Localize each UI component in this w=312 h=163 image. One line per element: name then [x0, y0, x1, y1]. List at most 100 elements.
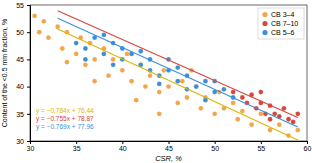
plot-frame: [30, 5, 307, 141]
point: [157, 111, 162, 116]
y-tick-label: 30: [16, 138, 24, 145]
point: [295, 111, 300, 116]
x-tick-label: 60: [304, 145, 312, 152]
x-axis-line: [31, 142, 308, 145]
point: [111, 62, 116, 67]
x-tick: 55: [257, 141, 265, 152]
point: [231, 90, 236, 95]
point-series: [74, 33, 236, 103]
y-tick-mark: [27, 141, 30, 142]
point: [41, 19, 46, 24]
point: [231, 101, 236, 106]
point: [120, 68, 125, 73]
equation: y = −0.769x + 77.96: [36, 123, 94, 131]
point: [129, 79, 134, 84]
x-tick-mark: [307, 141, 308, 144]
x-tick-label: 35: [73, 145, 81, 152]
point: [212, 111, 217, 116]
legend-label: CB 7–10: [271, 20, 298, 27]
point: [101, 33, 106, 38]
x-axis: 30 35 40 45 50 55 60: [27, 141, 312, 152]
x-tick-label: 30: [27, 145, 35, 152]
point: [111, 57, 116, 62]
point: [185, 95, 190, 100]
y-axis-line: [27, 6, 31, 142]
point: [143, 84, 148, 89]
point: [240, 109, 245, 114]
x-tick-label: 40: [119, 145, 127, 152]
x-tick-label: 55: [257, 145, 265, 152]
y-tick-label: 40: [16, 83, 24, 90]
point: [286, 117, 291, 122]
x-tick-mark: [261, 141, 262, 144]
y-axis-title: Content of the <0.5 mm fraction, %: [1, 19, 8, 127]
y-tick-mark: [27, 5, 30, 6]
point: [148, 73, 153, 78]
point: [157, 90, 162, 95]
x-tick-mark: [169, 141, 170, 144]
point: [134, 98, 139, 103]
point: [106, 73, 111, 78]
x-tick: 35: [73, 141, 81, 152]
equation: y = −0.755x + 78.87: [36, 115, 94, 123]
y-tick-mark: [27, 114, 30, 115]
x-tick-label: 45: [165, 145, 173, 152]
point: [83, 57, 88, 62]
point: [60, 46, 65, 51]
point: [138, 49, 143, 54]
y-tick: 45: [16, 56, 30, 63]
point: [46, 35, 51, 40]
y-tick-label: 45: [16, 56, 24, 63]
point: [175, 101, 180, 106]
point: [74, 52, 79, 57]
point-series: [231, 90, 300, 125]
point: [240, 95, 245, 100]
point: [277, 122, 282, 127]
y-tick: 55: [16, 2, 30, 9]
legend-box: [258, 8, 304, 39]
point: [166, 84, 171, 89]
y-tick: 35: [16, 111, 30, 118]
x-tick-label: 50: [211, 145, 219, 152]
point: [125, 52, 130, 57]
point: [157, 81, 162, 86]
point: [249, 122, 254, 127]
point: [92, 57, 97, 62]
point: [198, 106, 203, 111]
point: [83, 62, 88, 67]
equation: y = −0.784x + 76.44: [36, 107, 94, 115]
x-tick: 40: [119, 141, 127, 152]
point: [180, 79, 185, 84]
x-axis-title: CSR, %: [155, 154, 182, 163]
y-axis: 30 35 40 45 50 55: [16, 2, 30, 145]
point: [258, 90, 263, 95]
point: [295, 128, 300, 133]
x-tick-mark: [215, 141, 216, 144]
x-tick-mark: [76, 141, 77, 144]
y-tick-mark: [27, 59, 30, 60]
point: [37, 30, 42, 35]
chart: 30 35 40 45 50 55 60 30 35 40 45 50 55 y = −0.784x + …: [0, 0, 312, 163]
y-tick: 30: [16, 138, 30, 145]
point: [203, 79, 208, 84]
x-tick: 45: [165, 141, 173, 152]
point: [222, 87, 227, 92]
x-tick: 50: [211, 141, 219, 152]
point: [161, 68, 166, 73]
point: [92, 79, 97, 84]
point: [175, 79, 180, 84]
y-tick-label: 55: [16, 2, 24, 9]
point: [32, 13, 37, 18]
x-tick: 30: [27, 141, 35, 152]
plot: 30 35 40 45 50 55 60 30 35 40 45 50 55 y = −0.784x + …: [16, 2, 311, 152]
legend-marker: [262, 30, 267, 35]
point: [258, 111, 263, 116]
point: [101, 52, 106, 57]
point: [74, 41, 79, 46]
y-tick: 50: [16, 29, 30, 36]
regression-line: [58, 29, 298, 140]
legend-label: CB 5–6: [271, 29, 294, 36]
point: [83, 46, 88, 51]
y-tick-mark: [27, 87, 30, 88]
y-tick: 40: [16, 83, 30, 90]
